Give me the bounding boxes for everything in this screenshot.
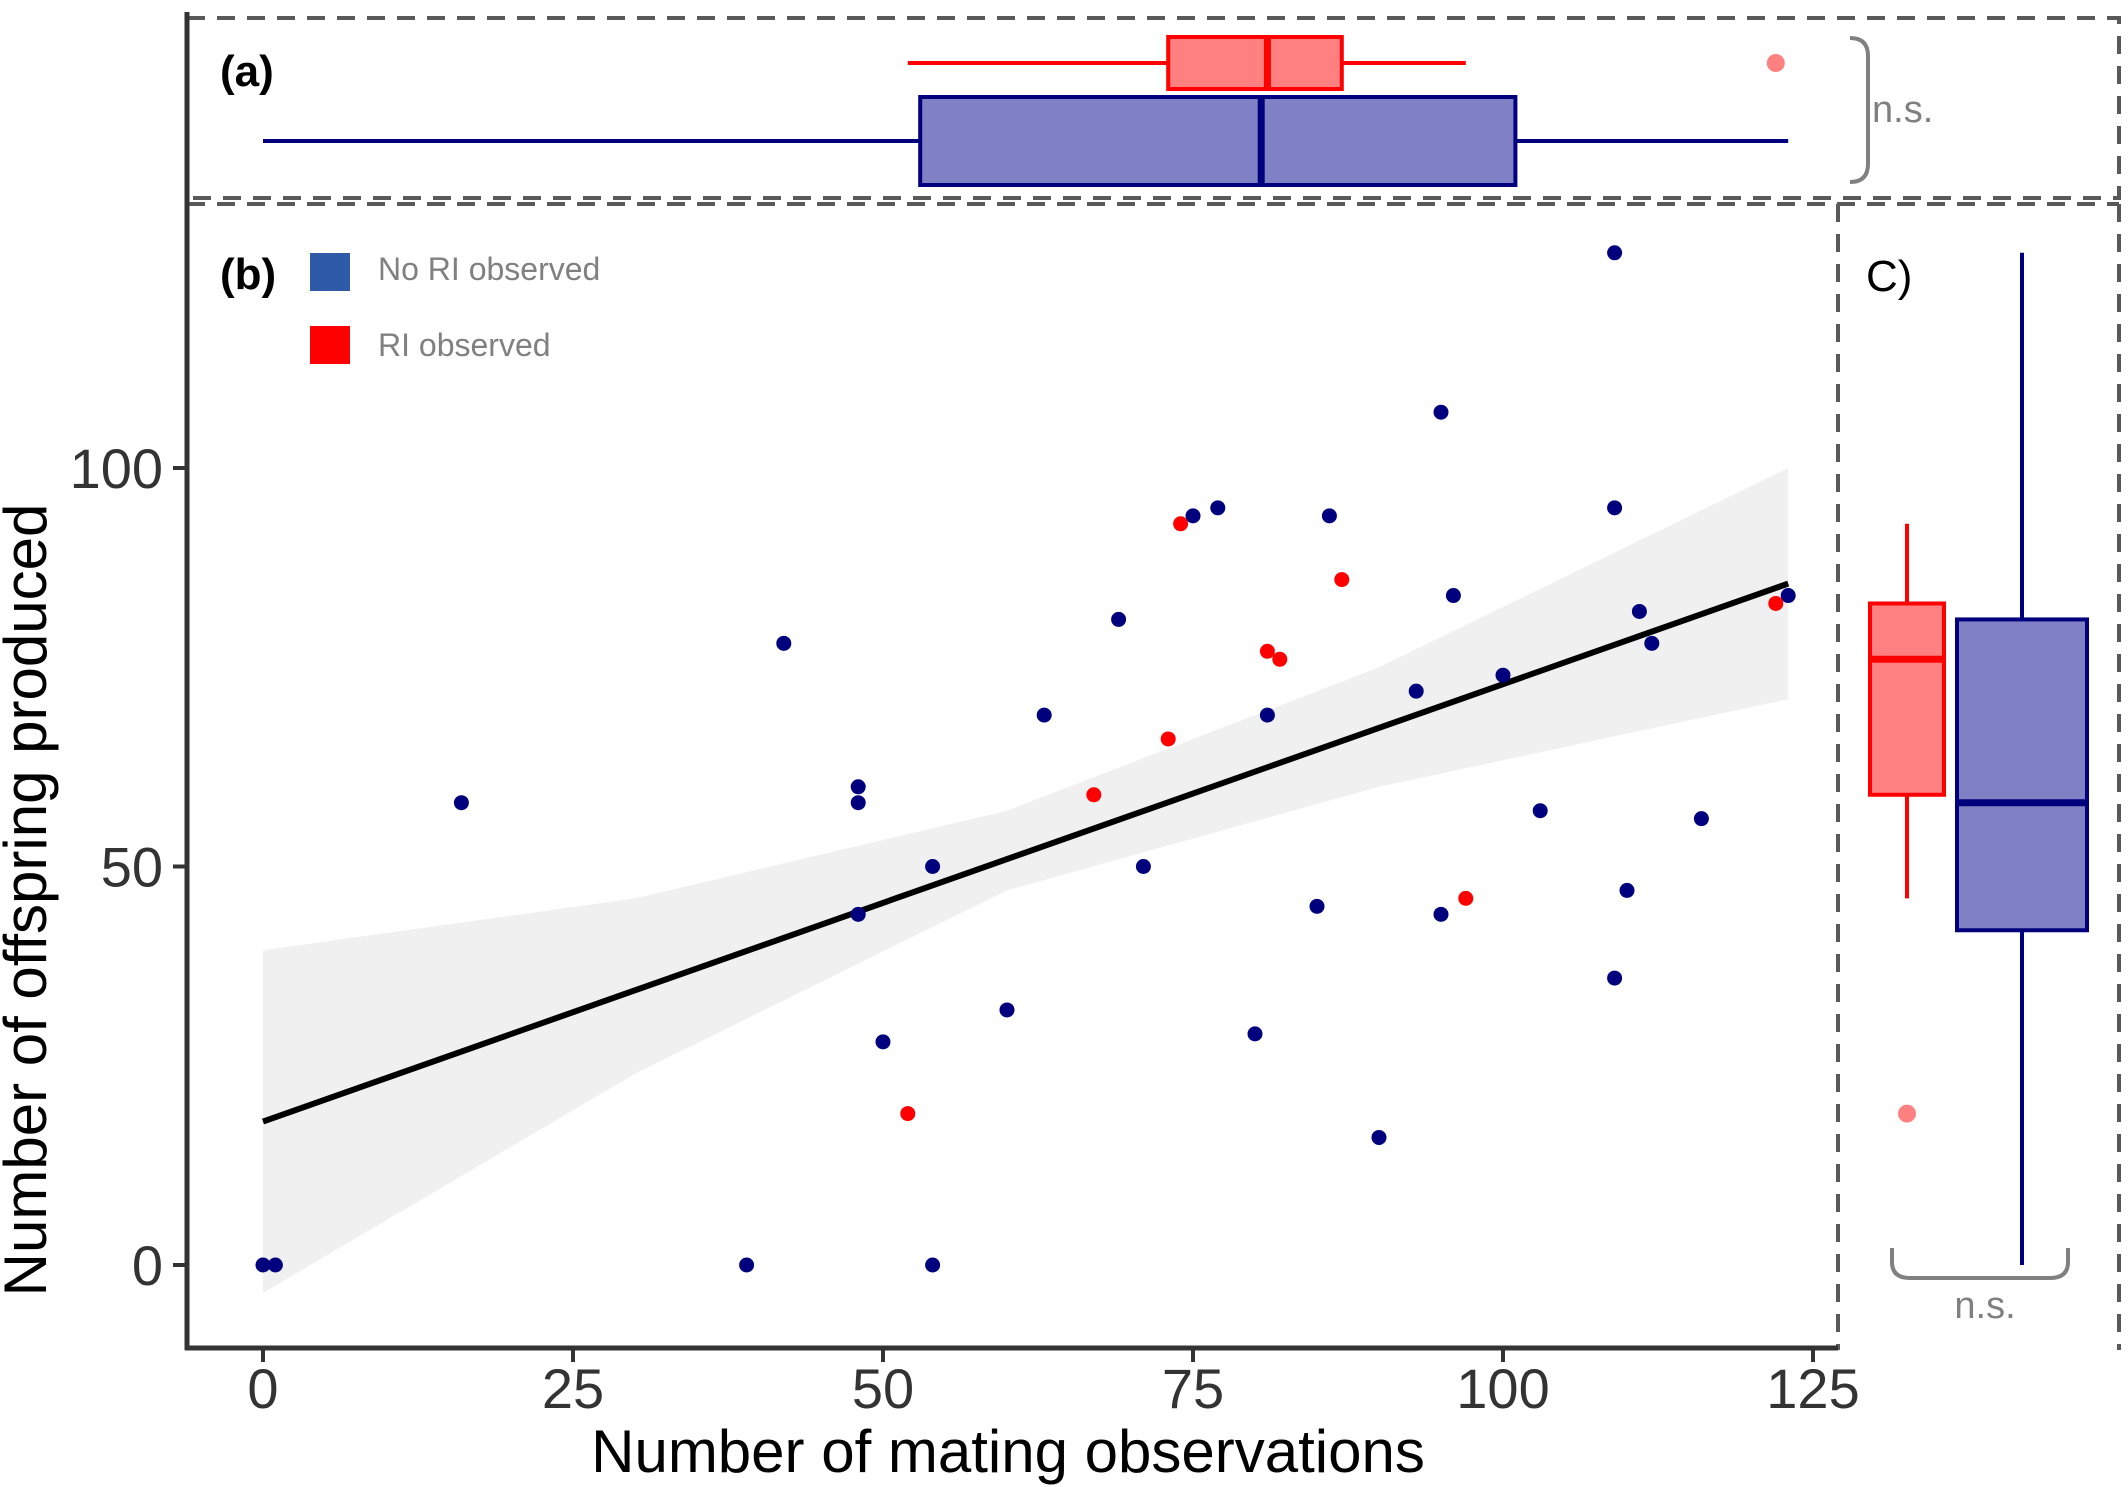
point-no-ri — [1135, 859, 1151, 874]
legend-label-no-ri: No RI observed — [378, 251, 600, 287]
y-tick-label: 100 — [70, 437, 163, 500]
point-no-ri — [1185, 508, 1201, 524]
point-ri — [1086, 787, 1102, 803]
point-no-ri — [1532, 803, 1548, 819]
point-ri — [1768, 595, 1784, 611]
ns-bracket-right — [1890, 1248, 2070, 1280]
point-no-ri — [1371, 1129, 1387, 1145]
x-tick-label: 100 — [1456, 1357, 1549, 1420]
box-no-ri — [918, 95, 1518, 187]
x-tick-label: 125 — [1766, 1357, 1859, 1420]
x-tick-label: 25 — [542, 1357, 604, 1420]
y-tick-label: 50 — [101, 836, 163, 899]
panel-a — [263, 35, 1789, 187]
panel-b-label: (b) — [220, 250, 276, 299]
point-no-ri — [1607, 500, 1623, 516]
outlier-ri — [1766, 54, 1785, 72]
point-no-ri — [1607, 970, 1623, 986]
point-no-ri — [875, 1034, 891, 1050]
point-ri — [1334, 572, 1350, 588]
trend-line — [262, 580, 1790, 1125]
point-ri — [1173, 516, 1189, 532]
point-no-ri — [1644, 635, 1660, 651]
x-tick-label: 0 — [247, 1357, 278, 1420]
box-no-ri — [1955, 617, 2089, 933]
panel-c — [1868, 252, 2089, 1265]
box-ri — [1868, 601, 1946, 797]
point-no-ri — [1309, 898, 1325, 914]
point-no-ri — [1433, 906, 1449, 922]
legend-label-ri: RI observed — [378, 327, 551, 363]
x-tick-label: 75 — [1162, 1357, 1224, 1420]
legend: No RI observed RI observed — [310, 251, 600, 364]
point-no-ri — [850, 906, 866, 922]
panel-c-label: C) — [1866, 252, 1912, 301]
y-tick-label: 0 — [132, 1234, 163, 1297]
panel-a-label: (a) — [220, 47, 274, 96]
point-no-ri — [1445, 588, 1461, 604]
legend-swatch-ri — [310, 326, 350, 364]
point-no-ri — [1631, 603, 1647, 619]
point-ri — [1272, 651, 1288, 667]
point-no-ri — [1619, 882, 1635, 898]
panel-b — [255, 245, 1796, 1293]
x-tick-label: 50 — [852, 1357, 914, 1420]
point-no-ri — [1247, 1026, 1263, 1042]
axes — [184, 12, 1838, 1351]
point-no-ri — [1408, 683, 1424, 699]
x-axis-title: Number of mating observations — [591, 1418, 1425, 1485]
panel-a-frame — [185, 16, 2121, 200]
point-no-ri — [850, 779, 866, 795]
y-axis-title: Number of offspring produced — [0, 504, 59, 1297]
point-no-ri — [850, 795, 866, 811]
confidence-band — [263, 468, 1789, 1293]
ns-bracket-top — [1849, 36, 1870, 184]
point-ri — [1259, 643, 1275, 659]
y-ticks: 0 50 100 — [70, 437, 187, 1297]
point-no-ri — [1036, 707, 1052, 723]
x-ticks: 0 25 50 75 100 125 — [247, 1350, 1860, 1420]
point-no-ri — [776, 635, 792, 651]
point-ri — [1458, 890, 1474, 906]
point-no-ri — [267, 1257, 283, 1273]
panel-frames — [185, 16, 2121, 1350]
point-no-ri — [925, 1257, 941, 1273]
legend-swatch-no-ri — [310, 253, 350, 291]
ns-label-top: n.s. — [1872, 89, 1933, 131]
point-no-ri — [1259, 707, 1275, 723]
point-no-ri — [739, 1257, 755, 1273]
point-no-ri — [1780, 588, 1796, 604]
point-no-ri — [255, 1257, 271, 1273]
point-no-ri — [1693, 811, 1709, 827]
point-no-ri — [999, 1002, 1015, 1018]
point-no-ri — [453, 795, 469, 811]
box-ri — [1166, 35, 1344, 91]
outlier-ri — [1898, 1104, 1916, 1123]
point-no-ri — [1210, 500, 1226, 516]
point-no-ri — [1111, 611, 1127, 627]
point-no-ri — [1495, 667, 1511, 683]
point-no-ri — [1321, 508, 1337, 524]
point-ri — [900, 1106, 916, 1122]
data-points — [255, 245, 1796, 1273]
point-ri — [1160, 731, 1176, 747]
point-no-ri — [925, 859, 941, 874]
point-no-ri — [1607, 245, 1623, 261]
ns-label-right: n.s. — [1954, 1285, 2015, 1327]
point-no-ri — [1433, 404, 1449, 420]
